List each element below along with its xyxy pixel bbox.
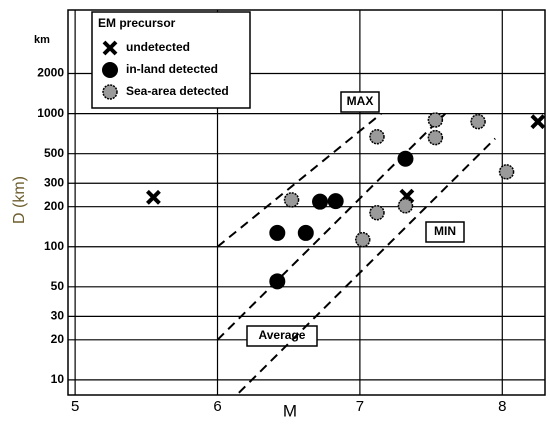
- y-tick-label: 200: [44, 199, 64, 213]
- legend-marker: [102, 62, 118, 78]
- point: [297, 224, 314, 241]
- point: [427, 129, 444, 146]
- line-label-box: [340, 91, 380, 113]
- plot-frame: [67, 9, 546, 396]
- x-tick-label: 8: [498, 398, 506, 415]
- point: [354, 231, 371, 248]
- legend-marker: [102, 84, 118, 100]
- y-tick-label: 30: [51, 309, 65, 323]
- legend-box: [91, 11, 251, 109]
- point: [269, 273, 286, 290]
- y-tick-label: 100: [44, 239, 64, 253]
- reference-line: [216, 112, 447, 341]
- line-label-box: [425, 221, 465, 243]
- point: [397, 150, 414, 167]
- point: [312, 193, 329, 210]
- y-tick-label: 10: [51, 372, 65, 386]
- line-label: MAX: [347, 94, 374, 108]
- y-tick-label: 300: [44, 175, 64, 189]
- x-tick-label: 5: [71, 398, 79, 415]
- y-unit: km: [34, 34, 50, 46]
- point: [397, 198, 414, 214]
- y-tick-label: 500: [44, 146, 64, 160]
- point: [427, 112, 444, 128]
- reference-line: [238, 137, 496, 394]
- point: [327, 193, 344, 210]
- line-label-box: [246, 325, 318, 347]
- point: [470, 113, 486, 130]
- y-tick-label: 20: [51, 332, 65, 346]
- point: [269, 224, 286, 241]
- line-label: Average: [259, 328, 306, 342]
- x-tick-label: 7: [356, 398, 364, 415]
- x-tick-label: 6: [213, 398, 221, 415]
- legend-label: undetected: [126, 40, 190, 54]
- point: [498, 164, 515, 180]
- point: [369, 129, 385, 145]
- x-axis-label: M: [283, 401, 297, 420]
- y-tick-label: 2000: [37, 66, 64, 80]
- line-label: MIN: [434, 224, 456, 238]
- y-tick-label: 1000: [37, 106, 64, 120]
- legend-title: EM precursor: [98, 16, 176, 30]
- legend-label: Sea-area detected: [126, 84, 229, 98]
- point: [146, 189, 161, 205]
- y-tick-label: 50: [51, 279, 65, 293]
- y-axis-label: D (km): [11, 176, 28, 224]
- reference-line: [216, 112, 382, 248]
- point: [283, 192, 300, 208]
- point: [369, 205, 385, 221]
- legend-label: in-land detected: [126, 62, 218, 76]
- point: [530, 114, 546, 130]
- legend-marker: [102, 40, 118, 56]
